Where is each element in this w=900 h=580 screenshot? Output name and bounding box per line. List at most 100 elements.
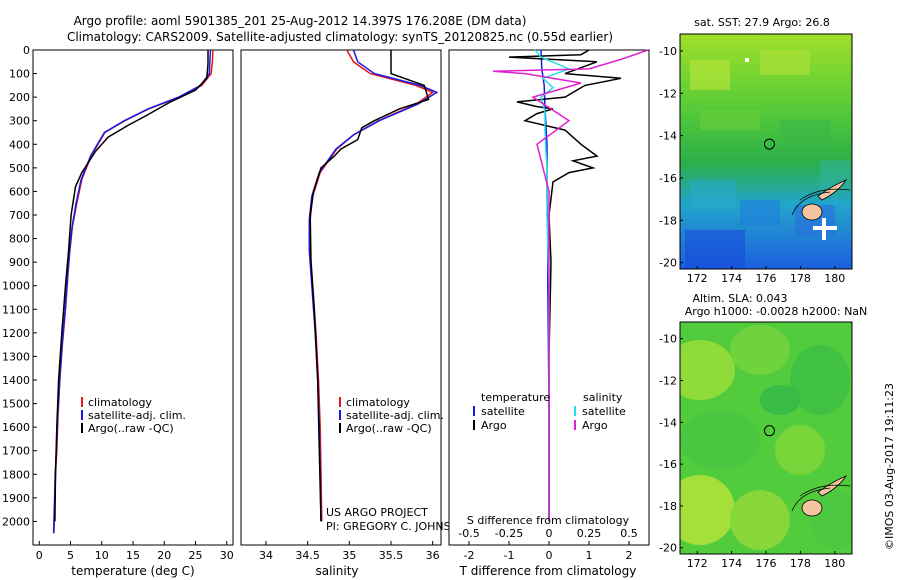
lat-tick-label: -18 xyxy=(659,500,677,513)
depth-tick-label: 1700 xyxy=(2,445,30,458)
salinity-x-axis: 34 34.5 35 35.5 36 xyxy=(259,541,440,562)
depth-tick-label: 2000 xyxy=(2,515,30,528)
x-tick-label: 36 xyxy=(426,549,440,562)
s-diff-tick-label: -0.5 xyxy=(458,527,479,540)
x-tick-label: 20 xyxy=(157,549,171,562)
depth-tick-label: 1000 xyxy=(2,280,30,293)
depth-tick-label: 300 xyxy=(9,115,30,128)
project-label: US ARGO PROJECT xyxy=(326,506,428,519)
salinity-panel: 34 34.5 35 35.5 36 salinity climatology sate… xyxy=(240,49,467,578)
temperature-x-label: temperature (deg C) xyxy=(71,564,194,578)
lat-tick-label: -12 xyxy=(659,87,677,100)
lat-tick-label: -16 xyxy=(659,458,677,471)
x-tick-label: 34.5 xyxy=(295,549,320,562)
lon-tick-label: 174 xyxy=(721,272,742,285)
t-difference-x-axis: -2 -1 0 1 2 xyxy=(464,541,633,562)
depth-tick-label: 100 xyxy=(9,68,30,81)
legend-label-argo: Argo(..raw -QC) xyxy=(88,422,174,435)
lat-tick-label: -14 xyxy=(659,416,677,429)
temperature-x-axis: 0 5 10 15 20 25 30 xyxy=(36,541,234,562)
lat-tick-label: -20 xyxy=(659,257,677,270)
lon-tick-label: 180 xyxy=(824,557,845,570)
x-tick-label: 2 xyxy=(626,549,633,562)
imos-timestamp: ©IMOS 03-Aug-2017 19:11:23 xyxy=(883,383,896,550)
lon-tick-label: 178 xyxy=(790,557,811,570)
lat-tick-label: -18 xyxy=(659,214,677,227)
legend-header-salinity: salinity xyxy=(583,391,623,404)
s-diff-tick-label: -0.25 xyxy=(495,527,523,540)
s-diff-tick-label: 0.25 xyxy=(577,527,602,540)
difference-legend: temperature salinity satellite Argo sate… xyxy=(473,391,626,432)
temperature-series xyxy=(52,49,214,534)
temperature-plot-frame xyxy=(32,49,234,546)
depth-tick-label: 1400 xyxy=(2,374,30,387)
header-line-1: Argo profile: aoml 5901385_201 25-Aug-20… xyxy=(74,14,527,28)
salinity-legend: climatology satellite-adj. clim. Argo(..… xyxy=(339,396,444,435)
salinity-series xyxy=(308,49,439,522)
float-marker xyxy=(763,425,775,437)
depth-tick-label: 1500 xyxy=(2,398,30,411)
sst-heatmap xyxy=(680,34,852,269)
depth-tick-label: 900 xyxy=(9,256,30,269)
argo-line xyxy=(309,50,430,522)
legend-label-argo: Argo(..raw -QC) xyxy=(346,422,432,435)
legend-label-climatology: climatology xyxy=(88,396,152,409)
depth-tick-label: 1800 xyxy=(2,468,30,481)
lon-tick-label: 172 xyxy=(687,557,708,570)
depth-tick-label: 600 xyxy=(9,185,30,198)
lon-tick-label: 180 xyxy=(824,272,845,285)
s-difference-label: S difference from climatology xyxy=(467,514,630,527)
sst-map-panel: sat. SST: 27.9 Argo: 26.8 172 1 xyxy=(659,16,853,285)
s-argo-line xyxy=(492,49,649,522)
x-tick-label: 34 xyxy=(259,549,273,562)
x-tick-label: -1 xyxy=(504,549,515,562)
depth-tick-label: 700 xyxy=(9,209,30,222)
salinity-plot-frame xyxy=(240,49,442,546)
island-shape xyxy=(801,499,823,517)
legend-label-t-satellite: satellite xyxy=(481,405,525,418)
t-argo-line xyxy=(508,49,622,522)
difference-panel: -2 -1 0 1 2 -0.5 -0.25 0 0.25 0.5 S difference f… xyxy=(448,49,650,578)
pi-label: PI: GREGORY C. JOHNSON xyxy=(326,520,467,533)
lat-tick-label: -20 xyxy=(659,542,677,555)
lat-tick-label: -14 xyxy=(659,130,677,143)
depth-tick-label: 1200 xyxy=(2,327,30,340)
depth-tick-label: 1600 xyxy=(2,421,30,434)
x-tick-label: 1 xyxy=(586,549,593,562)
x-tick-label: 35 xyxy=(342,549,356,562)
s-difference-x-axis: -0.5 -0.25 0 0.25 0.5 xyxy=(458,527,637,540)
island-shape xyxy=(801,203,823,221)
lon-tick-label: 176 xyxy=(756,272,777,285)
legend-label-satellite: satellite-adj. clim. xyxy=(346,409,444,422)
lat-tick-label: -10 xyxy=(659,45,677,58)
lon-tick-label: 178 xyxy=(790,272,811,285)
sst-map-axes: 172 174 176 178 180 -10 -12 -14 -16 -18 -20 xyxy=(659,45,845,285)
x-tick-label: -2 xyxy=(464,549,475,562)
lat-tick-label: -10 xyxy=(659,333,677,346)
depth-tick-label: 1900 xyxy=(2,492,30,505)
sla-map-title: Altim. SLA: 0.043 xyxy=(692,292,787,305)
x-tick-label: 30 xyxy=(220,549,234,562)
x-tick-label: 5 xyxy=(67,549,74,562)
difference-series xyxy=(492,49,649,522)
legend-label-s-argo: Argo xyxy=(582,419,608,432)
x-tick-label: 0 xyxy=(546,549,553,562)
lat-tick-label: -16 xyxy=(659,172,677,185)
sla-heatmap xyxy=(680,322,852,554)
legend-label-satellite: satellite-adj. clim. xyxy=(88,409,186,422)
legend-label-climatology: climatology xyxy=(346,396,410,409)
lon-tick-label: 174 xyxy=(721,557,742,570)
depth-tick-label: 400 xyxy=(9,138,30,151)
x-tick-label: 0 xyxy=(36,549,43,562)
s-diff-tick-label: 0.5 xyxy=(620,527,638,540)
float-marker xyxy=(763,138,775,150)
argo-line xyxy=(54,50,209,522)
sla-map-axes: 172 174 176 178 180 -10 -12 -14 -16 -18 -20 xyxy=(659,333,845,570)
sst-map-title: sat. SST: 27.9 Argo: 26.8 xyxy=(694,16,830,29)
lon-tick-label: 172 xyxy=(687,272,708,285)
t-difference-label: T difference from climatology xyxy=(459,564,637,578)
temperature-panel: 0100200300400500600700800900100011001200… xyxy=(2,44,234,578)
x-tick-label: 25 xyxy=(189,549,203,562)
depth-tick-label: 1100 xyxy=(2,303,30,316)
